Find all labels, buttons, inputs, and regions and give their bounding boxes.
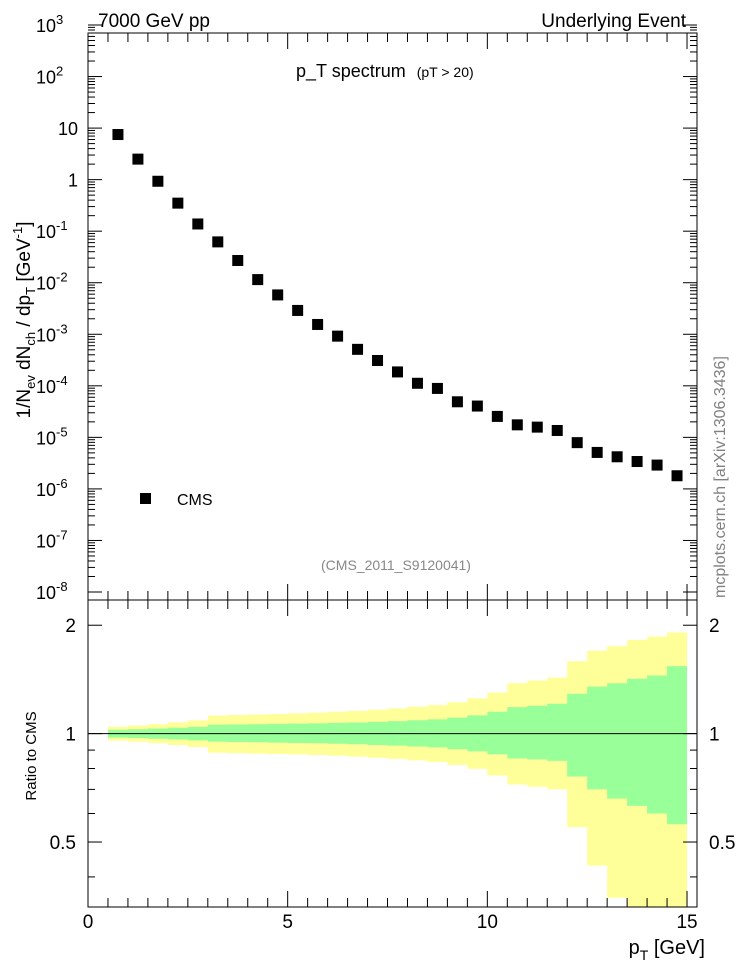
data-point: [651, 459, 663, 471]
data-point: [152, 175, 164, 187]
data-point: [391, 366, 403, 378]
data-point: [511, 419, 523, 431]
data-point: [312, 318, 324, 330]
data-point: [411, 377, 423, 389]
data-point: [252, 274, 264, 286]
header-left-text: 7000 GeV pp: [98, 11, 210, 32]
main-plot: p_T spectrum (pT > 20) (CMS_2011_S912004…: [10, 12, 698, 603]
data-point: [212, 236, 224, 248]
x-axis-title: pT [GeV]: [629, 937, 705, 963]
side-watermark-label: mcplots.cern.ch [arXiv:1306.3436]: [712, 356, 729, 598]
y-tick-label: 10-3: [36, 321, 68, 345]
data-point: [292, 304, 304, 316]
main-plot-axes: 10-8 10-7 10-6 10-5 10-4 10-3 10-2 10-1 1 10 102 10…: [36, 12, 698, 603]
outer-uncertainty-band: [107, 632, 688, 907]
data-point: [531, 421, 543, 433]
data-point: [352, 343, 364, 355]
data-point: [551, 424, 563, 436]
header-right-text: Underlying Event: [541, 11, 686, 32]
data-point: [631, 456, 643, 468]
y-tick-label: 10-6: [36, 476, 68, 500]
ratio-y-tick-label-right: 0.5: [709, 833, 735, 854]
data-point: [232, 254, 244, 266]
data-point: [272, 289, 284, 301]
y-tick-label: 10-2: [36, 270, 68, 294]
x-tick-label: 10: [477, 912, 498, 933]
analysis-label: (CMS_2011_S9120041): [321, 557, 471, 573]
y-tick-label: 10-1: [36, 218, 68, 242]
main-plot-frame: [87, 32, 698, 601]
ratio-y-tick-label: 2: [65, 616, 76, 637]
data-point: [671, 470, 683, 482]
x-tick-label: 5: [282, 912, 293, 933]
ratio-y-tick-label: 0.5: [50, 833, 76, 854]
ratio-plot-frame: [87, 599, 698, 908]
ratio-plot: 0.5 0.5 1 1 2 2 0 5 10 15 Ratio to CMS pT [GeV]: [23, 599, 735, 963]
x-tick-label: 15: [676, 912, 697, 933]
y-tick-label: 10-5: [36, 424, 68, 448]
y-tick-label: 102: [36, 64, 63, 88]
data-point: [192, 218, 204, 230]
ratio-plot-axes: 0.5 0.5 1 1 2 2 0 5 10 15: [50, 599, 735, 933]
data-point: [611, 451, 623, 463]
main-plot-title: p_T spectrum (pT > 20): [296, 61, 474, 82]
y-tick-label: 10-4: [36, 373, 68, 397]
ratio-bands: [88, 632, 697, 907]
main-y-axis-title: 1/Nev dNch / dpT [GeV-1]: [10, 222, 38, 419]
data-point: [491, 410, 503, 422]
ratio-y-axis-title: Ratio to CMS: [23, 711, 40, 800]
data-point: [451, 396, 463, 408]
data-point: [431, 382, 443, 394]
data-point: [172, 197, 184, 209]
main-plot-title-note: (pT > 20): [417, 64, 474, 80]
legend-marker-cms: [140, 493, 151, 504]
x-tick-label: 0: [83, 912, 94, 933]
y-tick-label: 103: [36, 12, 63, 36]
main-plot-marks: [112, 129, 683, 482]
y-tick-label: 10-8: [36, 579, 68, 603]
legend-label-cms: CMS: [177, 492, 213, 509]
data-point: [332, 330, 344, 342]
data-point: [471, 400, 483, 412]
main-plot-title-text: p_T spectrum: [296, 61, 406, 82]
data-point: [571, 437, 583, 449]
ratio-y-tick-label-right: 1: [709, 725, 720, 746]
inner-uncertainty-band: [107, 666, 688, 825]
data-point: [372, 354, 384, 366]
data-point: [591, 446, 603, 458]
data-point: [112, 129, 124, 141]
ratio-y-tick-label-right: 2: [709, 616, 720, 637]
y-tick-label: 10: [58, 119, 78, 139]
data-point: [132, 153, 144, 165]
y-tick-label: 1: [68, 171, 78, 191]
y-tick-label: 10-7: [36, 527, 68, 551]
ratio-y-tick-label: 1: [65, 725, 76, 746]
